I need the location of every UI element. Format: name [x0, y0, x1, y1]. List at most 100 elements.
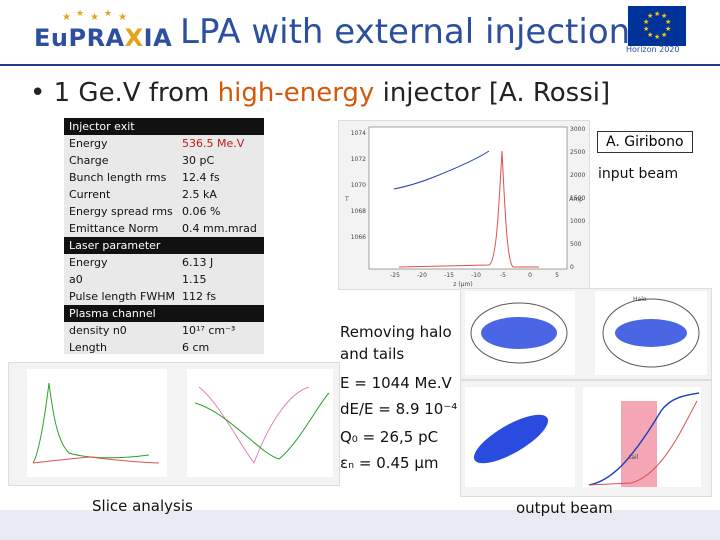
param-label: Energy spread rms: [69, 205, 173, 218]
x-tick-label: 5: [555, 272, 559, 279]
x-tick-label: -25: [390, 272, 400, 279]
table-row: Energy 6.13 J: [64, 254, 264, 271]
x-tick-label: -5: [500, 272, 506, 279]
param-value: 2.5 kA: [182, 188, 217, 201]
param-label: Charge: [69, 154, 109, 167]
svg-text:★: ★: [647, 12, 653, 20]
energy-spread-value: dE/E = 8.9 10⁻⁴: [340, 400, 458, 418]
parameter-table: Injector exit Energy 536.5 Me.V Charge 30 pC…: [64, 118, 264, 354]
input-beam-label: input beam: [598, 166, 679, 182]
horizon-caption: Horizon 2020: [626, 45, 680, 54]
param-value: 112 fs: [182, 290, 217, 303]
emittance-value: εₙ = 0.45 μm: [340, 454, 439, 472]
y-right-tick-label: 0: [570, 264, 574, 271]
svg-text:★: ★: [118, 12, 127, 23]
table-row: a0 1.15: [64, 271, 264, 288]
param-label: Injector exit: [69, 120, 135, 133]
svg-text:★: ★: [661, 31, 667, 39]
eupraxia-logo: ★ ★ ★ ★ ★ EuPRAXIA: [30, 8, 172, 56]
table-section-header: Laser parameter: [64, 237, 264, 254]
x-tick-label: -20: [417, 272, 427, 279]
param-label: Current: [69, 188, 111, 201]
energy-value: E = 1044 Me.V: [340, 374, 452, 392]
y-right-tick-label: 500: [570, 241, 582, 248]
logo-text: EuPRAXIA: [34, 24, 173, 52]
param-value: 0.06 %: [182, 205, 221, 218]
page-title: LPA with external injection: [180, 12, 631, 52]
slice-analysis-plot: [8, 362, 340, 486]
header-divider: [0, 64, 720, 66]
table-row: density n0 10¹⁷ cm⁻³: [64, 322, 264, 339]
svg-text:★: ★: [643, 25, 649, 33]
param-value: 6.13 J: [182, 256, 214, 269]
x-tick-label: 0: [528, 272, 532, 279]
y-right-tick-label: 3000: [570, 126, 585, 133]
table-row: Pulse length FWHM 112 fs: [64, 288, 264, 305]
param-label: Bunch length rms: [69, 171, 167, 184]
eu-flag-icon: ★ ★ ★ ★ ★ ★ ★ ★ ★ ★: [628, 6, 686, 46]
table-row: Bunch length rms 12.4 fs: [64, 169, 264, 186]
svg-text:★: ★: [76, 9, 84, 19]
param-value: 12.4 fs: [182, 171, 220, 184]
author-label: A. Giribono: [597, 131, 693, 153]
y-right-tick-label: 2000: [570, 172, 585, 179]
main-bullet: • 1 Ge.V from high-energy injector [A. R…: [30, 78, 611, 108]
x-tick-label: -10: [471, 272, 481, 279]
svg-text:★: ★: [661, 12, 667, 20]
svg-text:★: ★: [665, 18, 671, 26]
param-label: Energy: [69, 137, 108, 150]
param-value: 10¹⁷ cm⁻³: [182, 324, 236, 337]
y-right-tick-label: 1000: [570, 218, 585, 225]
svg-text:tail: tail: [629, 454, 639, 461]
y-right-tick-label: 2500: [570, 149, 585, 156]
output-beam-plot: tail: [460, 380, 712, 497]
param-value: 1.15: [182, 273, 207, 286]
svg-text:★: ★: [654, 10, 660, 18]
halo-note-line2: and tails: [340, 345, 405, 363]
y-left-tick-label: 1072: [351, 156, 366, 163]
y-right-axis-label: Amp: [569, 196, 583, 203]
y-right-tick-label: 1500: [570, 195, 585, 202]
param-value: 0.4 mm.mrad: [182, 222, 257, 235]
table-row: Emittance Norm 0.4 mm.mrad: [64, 220, 264, 237]
param-label: Energy: [69, 256, 108, 269]
svg-text:★: ★: [665, 25, 671, 33]
table-section-header: Plasma channel: [64, 305, 264, 322]
table-section-header: Injector exit: [64, 118, 264, 135]
table-row: Current 2.5 kA: [64, 186, 264, 203]
y-left-axis-label: T: [344, 196, 349, 203]
output-beam-caption: output beam: [516, 499, 613, 517]
param-label: Laser parameter: [69, 239, 161, 252]
y-left-tick-label: 1070: [351, 182, 366, 189]
param-label: Length: [69, 341, 107, 354]
halo-note-line1: Removing halo: [340, 323, 452, 341]
table-row: Length 6 cm: [64, 339, 264, 356]
param-value: 6 cm: [182, 341, 210, 354]
table-row: Energy 536.5 Me.V: [64, 135, 264, 152]
footer-band: [0, 510, 720, 540]
x-tick-label: -15: [444, 272, 454, 279]
y-left-tick-label: 1068: [351, 208, 366, 215]
table-row: Charge 30 pC: [64, 152, 264, 169]
charge-value: Q₀ = 26,5 pC: [340, 428, 439, 446]
x-axis-label: z (μm): [453, 281, 472, 288]
param-label: Pulse length FWHM: [69, 290, 175, 303]
param-label: Plasma channel: [69, 307, 156, 320]
svg-text:Halo: Halo: [633, 296, 647, 303]
svg-text:★: ★: [90, 12, 99, 23]
param-value: 536.5 Me.V: [182, 137, 245, 150]
svg-text:★: ★: [62, 12, 71, 23]
table-row: Energy spread rms 0.06 %: [64, 203, 264, 220]
slice-analysis-caption: Slice analysis: [92, 497, 193, 515]
input-beam-plot: 1074 1072 1070 1068 1066 3000 2500 2000 1500 1000…: [338, 120, 590, 290]
svg-text:★: ★: [647, 31, 653, 39]
svg-text:★: ★: [654, 33, 660, 41]
halo-scatter-plot: Halo: [460, 288, 712, 380]
svg-text:★: ★: [104, 9, 112, 19]
logo-stars-icon: ★ ★ ★ ★ ★: [62, 9, 127, 23]
param-label: density n0: [69, 324, 127, 337]
svg-text:★: ★: [643, 18, 649, 26]
param-label: a0: [69, 273, 83, 286]
param-label: Emittance Norm: [69, 222, 159, 235]
y-left-tick-label: 1066: [351, 234, 366, 241]
